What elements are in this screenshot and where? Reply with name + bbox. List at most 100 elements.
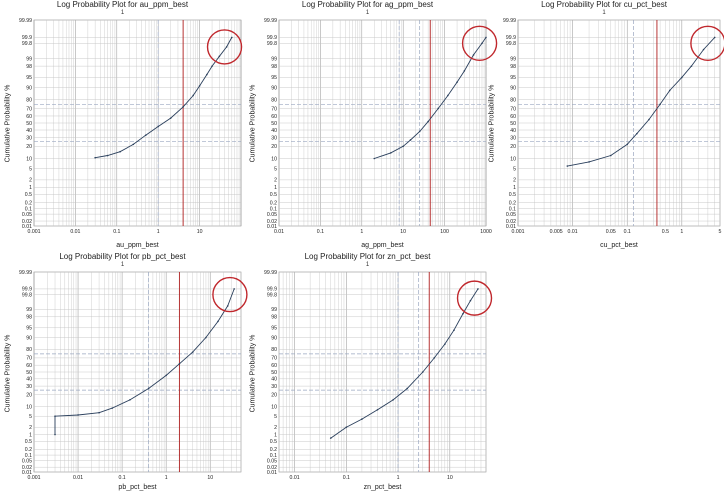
highlight-circle [212, 276, 248, 313]
y-tick-label: 1 [29, 432, 32, 438]
data-point [437, 107, 439, 110]
x-tick-label: 1 [360, 229, 363, 235]
data-point [668, 89, 671, 92]
y-tick-label: 0.2 [270, 447, 277, 453]
x-tick-label: 0.1 [317, 229, 324, 235]
y-tick-label: 20 [271, 144, 277, 150]
chart-subtitle: 1 [365, 262, 370, 268]
y-tick-label: 2 [274, 425, 277, 431]
y-tick-label: 99 [271, 307, 277, 313]
y-tick-label: 0.05 [267, 458, 277, 464]
y-tick-label: 40 [271, 128, 277, 134]
y-tick-label: 10 [26, 156, 32, 162]
y-tick-label: 2 [29, 178, 32, 184]
data-point [418, 130, 421, 133]
highlight-circle [206, 29, 243, 65]
data-point [129, 399, 131, 401]
y-tick-label: 30 [26, 135, 32, 141]
series-line [567, 37, 716, 167]
data-point [444, 343, 446, 345]
x-tick-label: 5 [719, 229, 722, 235]
y-tick-label: 0.5 [509, 192, 516, 198]
x-tick-label: 0.01 [274, 229, 284, 235]
data-point [481, 42, 483, 45]
y-tick-label: 0.05 [22, 458, 32, 464]
data-point [211, 65, 213, 67]
data-point [427, 120, 429, 123]
y-tick-label: 10 [271, 404, 277, 410]
data-point [406, 387, 408, 390]
x-tick-label: 10 [400, 229, 406, 235]
y-axis-label: Cumulative Probability % [249, 84, 257, 163]
x-axis-label: au_ppm_best [116, 242, 159, 249]
chart-panel-au: Log Probability Plot for au_ppm_best 1 0… [0, 0, 245, 252]
data-point [402, 145, 404, 148]
data-point [648, 118, 650, 121]
y-tick-label: 0.02 [267, 219, 277, 225]
x-tick-label: 10 [447, 475, 453, 481]
data-point [636, 132, 638, 135]
data-point [192, 94, 194, 97]
y-tick-label: 99.8 [22, 292, 32, 298]
x-tick-label: 0.001 [28, 475, 41, 481]
y-axis-label: Cumulative Probability % [4, 84, 12, 163]
data-point [329, 437, 332, 439]
y-tick-label: 99.9 [22, 35, 32, 41]
y-tick-label: 10 [510, 156, 516, 162]
data-point [609, 154, 612, 157]
x-tick-label: 1 [397, 475, 400, 481]
y-tick-label: 5 [29, 166, 32, 172]
x-tick-label: 1 [680, 229, 683, 235]
y-tick-label: 0.02 [267, 465, 277, 471]
y-tick-label: 0.01 [22, 470, 32, 476]
y-tick-label: 2 [513, 178, 516, 184]
y-tick-label: 0.02 [22, 465, 32, 471]
y-tick-label: 99.9 [22, 287, 32, 293]
y-tick-label: 80 [271, 97, 277, 103]
y-tick-label: 30 [271, 135, 277, 141]
chart-panel-cu: Log Probability Plot for cu_pct_best 1 0… [484, 0, 724, 252]
chart-subtitle: 1 [602, 10, 606, 16]
y-tick-label: 5 [274, 166, 277, 172]
data-point [198, 85, 201, 87]
y-tick-label: 10 [271, 156, 277, 162]
data-point [233, 288, 235, 290]
chart-subtitle: 1 [120, 262, 125, 268]
data-point [681, 76, 683, 79]
data-point [218, 55, 221, 58]
y-tick-label: 98 [26, 64, 32, 70]
y-tick-label: 0.1 [25, 453, 32, 459]
y-tick-label: 50 [26, 370, 32, 376]
chart-title: Log Probability Plot for ag_ppm_best [301, 0, 434, 9]
y-tick-label: 70 [271, 356, 277, 362]
y-tick-label: 80 [271, 347, 277, 353]
data-point [447, 94, 449, 97]
x-axis-label: pb_pct_best [118, 484, 157, 491]
data-point [165, 374, 167, 377]
data-point [231, 36, 233, 39]
data-point [144, 134, 147, 136]
y-tick-label: 10 [26, 404, 32, 410]
y-tick-label: 0.02 [506, 219, 516, 225]
y-tick-label: 99.9 [506, 35, 516, 41]
y-tick-label: 90 [271, 85, 277, 91]
y-tick-label: 99.99 [264, 18, 277, 24]
data-point [376, 408, 379, 411]
x-axis-label: ag_ppm_best [361, 242, 404, 249]
y-tick-label: 80 [26, 347, 32, 353]
y-tick-label: 40 [271, 377, 277, 383]
y-tick-label: 99.9 [267, 287, 277, 293]
x-tick-label: 0.005 [550, 229, 563, 235]
y-tick-label: 20 [510, 144, 516, 150]
y-tick-label: 20 [26, 392, 32, 398]
data-point [106, 154, 109, 157]
y-tick-label: 30 [271, 384, 277, 390]
data-point [477, 288, 479, 290]
y-tick-label: 70 [26, 356, 32, 362]
y-tick-label: 50 [510, 121, 516, 127]
x-tick-label: 0.1 [343, 475, 350, 481]
y-tick-label: 98 [26, 315, 32, 321]
y-tick-label: 99 [26, 56, 32, 62]
highlight-circle [461, 25, 498, 61]
y-tick-label: 20 [271, 392, 277, 398]
